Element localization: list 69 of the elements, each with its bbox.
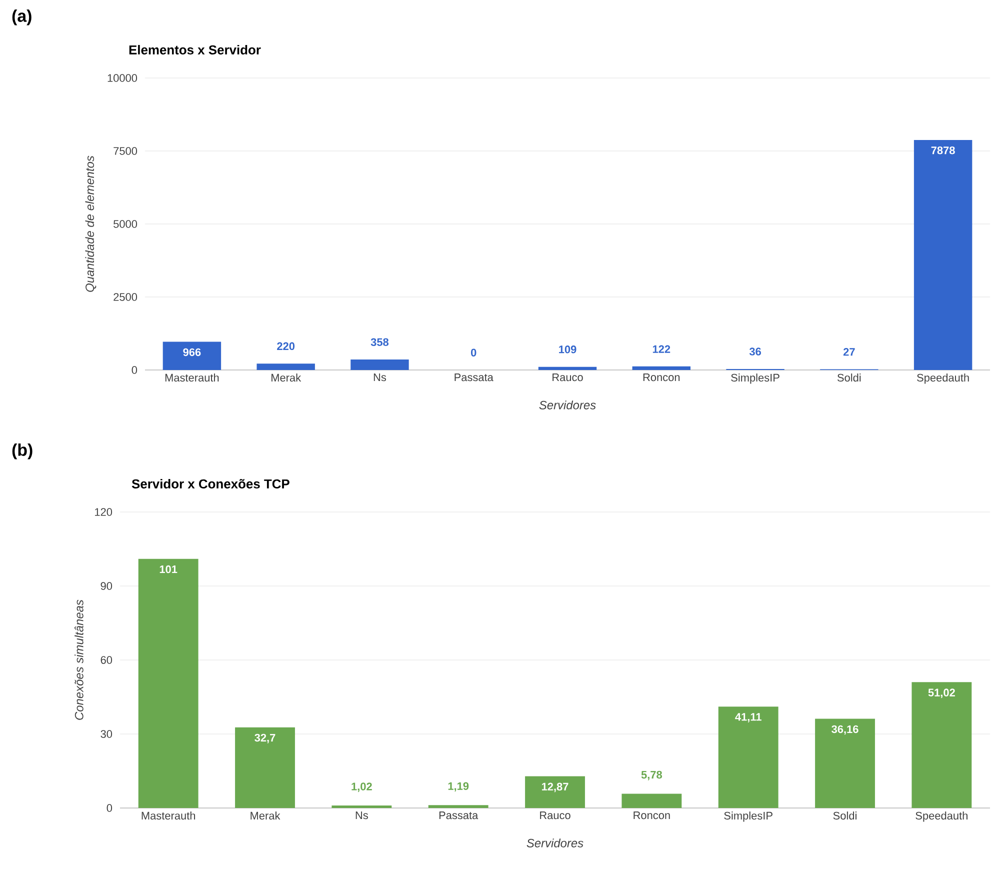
data-label: 358	[370, 338, 389, 346]
x-tick-label: Masterauth	[165, 374, 219, 382]
data-label: 1,02	[352, 782, 372, 792]
y-tick-label: 5000	[114, 220, 138, 228]
data-label: 109	[559, 346, 576, 354]
bar	[235, 727, 295, 808]
bar	[538, 366, 597, 370]
y-tick-label: 90	[100, 582, 112, 590]
x-tick-label: Rauco	[552, 374, 583, 382]
x-tick-label: Soldi	[837, 374, 861, 382]
bar	[256, 364, 315, 370]
x-tick-label: Merak	[272, 374, 302, 382]
data-label: 41,11	[735, 713, 762, 722]
data-label: 220	[277, 342, 295, 350]
x-tick-label: Speedauth	[916, 812, 968, 822]
y-tick-label: 7500	[114, 147, 138, 155]
bar	[914, 140, 972, 370]
data-label: 122	[652, 345, 670, 353]
data-label: 32,7	[254, 734, 276, 744]
y-tick-label: 120	[95, 508, 112, 516]
bar	[332, 805, 392, 808]
text: (a)	[12, 10, 32, 26]
data-label: 0	[471, 348, 476, 356]
x-tick-label: Passata	[454, 374, 494, 382]
y-tick-label: 2500	[114, 293, 138, 301]
x-tick-label: Merak	[250, 812, 280, 820]
x-tick-label: Rauco	[540, 812, 570, 820]
data-label: 101	[160, 565, 178, 574]
bar	[525, 776, 585, 808]
bar	[138, 558, 198, 808]
y-axis-title: Quantidade de elementos	[85, 156, 96, 292]
bar	[428, 805, 488, 808]
data-label: 5,78	[641, 770, 662, 780]
data-label: 7878	[931, 146, 955, 154]
chart-title: Elementos x Servidor	[129, 44, 261, 54]
x-tick-label: Soldi	[833, 812, 856, 820]
x-tick-label: Passata	[439, 812, 478, 820]
x-axis-title: Servidores	[539, 400, 596, 410]
bar	[622, 794, 682, 808]
y-tick-label: 0	[132, 366, 138, 374]
data-label: 51,02	[928, 688, 955, 698]
y-axis-title: Conexões simultâneas	[74, 600, 84, 720]
y-tick-label: 60	[100, 656, 112, 664]
x-tick-label: Masterauth	[142, 812, 196, 820]
bar	[815, 718, 875, 808]
data-label: 12,87	[542, 782, 568, 792]
data-label: 966	[183, 348, 201, 356]
x-axis-title: Servidores	[526, 838, 584, 848]
y-tick-label: 30	[100, 730, 112, 738]
bar	[632, 366, 690, 370]
x-tick-label: Ns	[374, 374, 386, 382]
x-tick-label: Roncon	[643, 374, 680, 382]
y-tick-label: 0	[106, 804, 112, 812]
chart-title: Servidor x Conexões TCP	[132, 478, 290, 488]
data-label: 36,16	[832, 725, 858, 735]
y-tick-label: 10000	[108, 74, 138, 82]
data-label: 1,19	[448, 782, 469, 792]
x-tick-label: Roncon	[634, 812, 670, 820]
x-tick-label: SimplesIP	[724, 812, 772, 822]
x-tick-label: SimplesIP	[731, 374, 780, 384]
x-tick-label: Speedauth	[917, 374, 969, 384]
bar	[912, 682, 972, 808]
bar	[718, 706, 778, 808]
bar	[350, 360, 409, 370]
bar	[162, 342, 222, 370]
data-label: 27	[843, 348, 855, 356]
text: (b)	[12, 444, 32, 460]
x-tick-label: Ns	[356, 812, 368, 820]
data-label: 36	[749, 348, 761, 356]
